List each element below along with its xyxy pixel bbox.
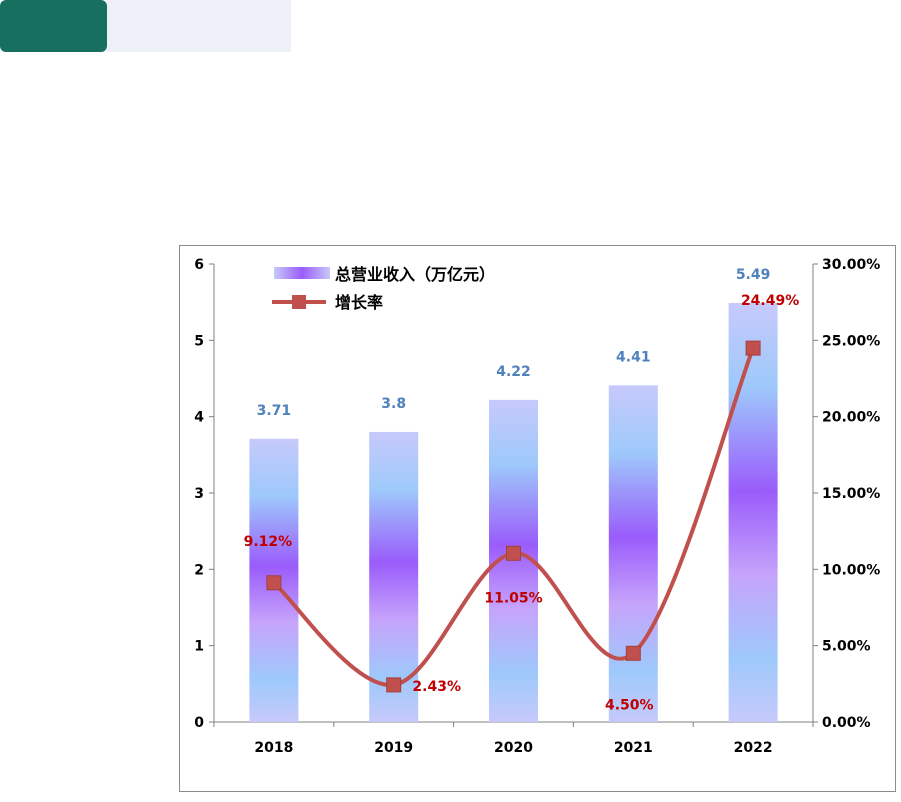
inactive-tab[interactable] — [107, 0, 291, 52]
right-tick-label: 25.00% — [822, 333, 880, 349]
revenue-bar-value-label: 3.71 — [257, 403, 292, 419]
x-tick-label: 2021 — [614, 740, 653, 756]
left-tick-label: 5 — [194, 333, 204, 349]
growth-rate-value-label: 2.43% — [412, 679, 461, 695]
left-tick-label: 0 — [194, 715, 204, 731]
left-tick-label: 6 — [194, 257, 204, 273]
revenue-bar-value-label: 5.49 — [736, 267, 771, 283]
growth-rate-marker — [386, 677, 402, 693]
revenue-bar-value-label: 4.41 — [616, 349, 651, 365]
growth-rate-value-label: 11.05% — [484, 590, 542, 606]
growth-rate-line — [272, 347, 755, 687]
legend-line-label: 增长率 — [335, 293, 383, 312]
left-tick-label: 1 — [194, 639, 204, 655]
right-tick-label: 30.00% — [822, 257, 880, 273]
x-tick-label: 2018 — [254, 740, 293, 756]
x-tick-label: 2022 — [734, 740, 773, 756]
left-tick-label: 3 — [194, 486, 204, 502]
x-tick-label: 2020 — [494, 740, 533, 756]
right-tick-label: 5.00% — [822, 639, 871, 655]
legend-bar-swatch — [274, 267, 330, 279]
revenue-bar — [728, 302, 778, 722]
growth-rate-value-label: 4.50% — [605, 697, 654, 713]
legend-line-marker — [292, 295, 306, 309]
growth-rate-marker — [506, 545, 521, 561]
growth-rate-marker — [625, 645, 641, 661]
active-tab[interactable] — [0, 0, 107, 52]
growth-rate-marker — [745, 340, 761, 356]
left-tick-label: 2 — [194, 562, 204, 578]
chart-frame: 0 1 2 3 4 5 6 0.00% 5.00% 10.00% 15.00% 20.00% 25.00… — [179, 245, 896, 792]
right-tick-label: 20.00% — [822, 410, 880, 426]
combo-chart: 0 1 2 3 4 5 6 0.00% 5.00% 10.00% 15.00% 20.00% 25.00… — [194, 257, 880, 756]
revenue-bar-value-label: 3.8 — [381, 396, 406, 412]
growth-rate-value-label: 9.12% — [244, 534, 293, 550]
x-tick-label: 2019 — [374, 740, 413, 756]
right-tick-label: 10.00% — [822, 562, 880, 578]
revenue-bar — [369, 431, 419, 722]
growth-rate-value-label: 24.49% — [741, 293, 799, 309]
legend-bar-label: 总营业收入（万亿元） — [335, 265, 495, 284]
growth-rate-marker — [266, 575, 282, 591]
right-tick-label: 15.00% — [822, 486, 880, 502]
left-tick-label: 4 — [194, 410, 204, 426]
revenue-bar-value-label: 4.22 — [496, 364, 531, 380]
right-tick-label: 0.00% — [822, 715, 871, 731]
revenue-bar — [608, 385, 658, 722]
